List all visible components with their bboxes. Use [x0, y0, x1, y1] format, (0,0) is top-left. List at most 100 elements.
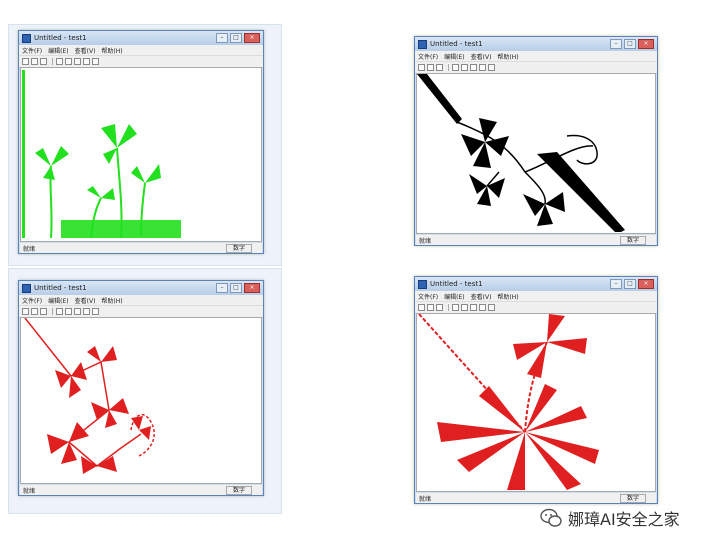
title-bar[interactable]: Untitled - test1 – □ × [19, 281, 263, 295]
save-icon[interactable] [436, 64, 443, 71]
status-bar: 就绪 数字 [20, 485, 262, 495]
app-window-3: Untitled - test1 – □ × 文件(F) 编辑(E) 查看(V)… [18, 280, 264, 496]
save-icon[interactable] [40, 58, 47, 65]
copy-icon[interactable] [65, 308, 72, 315]
status-ready: 就绪 [419, 236, 431, 245]
cut-icon[interactable] [56, 308, 63, 315]
menu-view[interactable]: 查看(V) [75, 296, 96, 305]
cut-icon[interactable] [56, 58, 63, 65]
watermark-text: 娜璋AI安全之家 [568, 506, 680, 530]
copy-icon[interactable] [461, 304, 468, 311]
maximize-button[interactable]: □ [624, 39, 636, 49]
open-icon[interactable] [31, 58, 38, 65]
menu-help[interactable]: 帮助(H) [497, 292, 518, 301]
menu-help[interactable]: 帮助(H) [101, 46, 122, 55]
maximize-button[interactable]: □ [624, 279, 636, 289]
status-bar: 就绪 数字 [20, 243, 262, 253]
status-numlock: 数字 [226, 486, 252, 495]
menu-bar: 文件(F) 编辑(E) 查看(V) 帮助(H) [415, 51, 657, 61]
new-icon[interactable] [418, 304, 425, 311]
print-icon[interactable] [83, 308, 90, 315]
print-icon[interactable] [479, 64, 486, 71]
menu-help[interactable]: 帮助(H) [497, 52, 518, 61]
window-title: Untitled - test1 [34, 34, 214, 42]
status-numlock: 数字 [620, 494, 646, 503]
cut-icon[interactable] [452, 64, 459, 71]
minimize-button[interactable]: – [610, 279, 622, 289]
toolbar-separator [448, 64, 449, 71]
minimize-button[interactable]: – [216, 283, 228, 293]
toolbar-separator [448, 304, 449, 311]
black-plant-drawing [417, 74, 655, 232]
open-icon[interactable] [31, 308, 38, 315]
drawing-canvas[interactable] [416, 73, 656, 234]
toolbar-separator [52, 58, 53, 65]
maximize-button[interactable]: □ [230, 283, 242, 293]
wechat-icon [540, 508, 562, 528]
new-icon[interactable] [418, 64, 425, 71]
status-numlock: 数字 [620, 236, 646, 245]
close-button[interactable]: × [638, 39, 654, 49]
app-icon [418, 280, 427, 289]
open-icon[interactable] [427, 304, 434, 311]
title-bar[interactable]: Untitled - test1 – □ × [415, 277, 657, 291]
menu-file[interactable]: 文件(F) [22, 296, 42, 305]
help-icon[interactable] [92, 308, 99, 315]
paste-icon[interactable] [470, 64, 477, 71]
menu-edit[interactable]: 编辑(E) [444, 52, 464, 61]
help-icon[interactable] [92, 58, 99, 65]
app-window-1: Untitled - test1 – □ × 文件(F) 编辑(E) 查看(V)… [18, 30, 264, 254]
print-icon[interactable] [83, 58, 90, 65]
drawing-canvas[interactable] [20, 67, 262, 242]
title-bar[interactable]: Untitled - test1 – □ × [19, 31, 263, 45]
menu-edit[interactable]: 编辑(E) [48, 296, 68, 305]
help-icon[interactable] [488, 304, 495, 311]
status-ready: 就绪 [419, 494, 431, 503]
save-icon[interactable] [436, 304, 443, 311]
close-button[interactable]: × [244, 33, 260, 43]
red-plant-drawing-1 [21, 318, 261, 482]
menu-view[interactable]: 查看(V) [75, 46, 96, 55]
status-bar: 就绪 数字 [416, 493, 656, 503]
window-title: Untitled - test1 [430, 40, 608, 48]
cut-icon[interactable] [452, 304, 459, 311]
app-icon [22, 34, 31, 43]
minimize-button[interactable]: – [216, 33, 228, 43]
open-icon[interactable] [427, 64, 434, 71]
paste-icon[interactable] [74, 308, 81, 315]
menu-file[interactable]: 文件(F) [418, 292, 438, 301]
paste-icon[interactable] [74, 58, 81, 65]
close-button[interactable]: × [638, 279, 654, 289]
menu-view[interactable]: 查看(V) [471, 52, 492, 61]
menu-bar: 文件(F) 编辑(E) 查看(V) 帮助(H) [415, 291, 657, 301]
green-plant-drawing [21, 68, 261, 240]
new-icon[interactable] [22, 308, 29, 315]
title-bar[interactable]: Untitled - test1 – □ × [415, 37, 657, 51]
copy-icon[interactable] [461, 64, 468, 71]
menu-view[interactable]: 查看(V) [471, 292, 492, 301]
menu-edit[interactable]: 编辑(E) [48, 46, 68, 55]
paste-icon[interactable] [470, 304, 477, 311]
menu-file[interactable]: 文件(F) [418, 52, 438, 61]
print-icon[interactable] [479, 304, 486, 311]
drawing-canvas[interactable] [416, 313, 656, 492]
window-title: Untitled - test1 [430, 280, 608, 288]
drawing-canvas[interactable] [20, 317, 262, 484]
status-numlock: 数字 [226, 244, 252, 253]
red-plant-drawing-2 [417, 314, 655, 490]
status-bar: 就绪 数字 [416, 235, 656, 245]
app-icon [22, 284, 31, 293]
copy-icon[interactable] [65, 58, 72, 65]
menu-bar: 文件(F) 编辑(E) 查看(V) 帮助(H) [19, 295, 263, 305]
menu-help[interactable]: 帮助(H) [101, 296, 122, 305]
close-button[interactable]: × [244, 283, 260, 293]
maximize-button[interactable]: □ [230, 33, 242, 43]
help-icon[interactable] [488, 64, 495, 71]
window-title: Untitled - test1 [34, 284, 214, 292]
app-window-2: Untitled - test1 – □ × 文件(F) 编辑(E) 查看(V)… [414, 36, 658, 246]
menu-edit[interactable]: 编辑(E) [444, 292, 464, 301]
menu-file[interactable]: 文件(F) [22, 46, 42, 55]
save-icon[interactable] [40, 308, 47, 315]
minimize-button[interactable]: – [610, 39, 622, 49]
new-icon[interactable] [22, 58, 29, 65]
